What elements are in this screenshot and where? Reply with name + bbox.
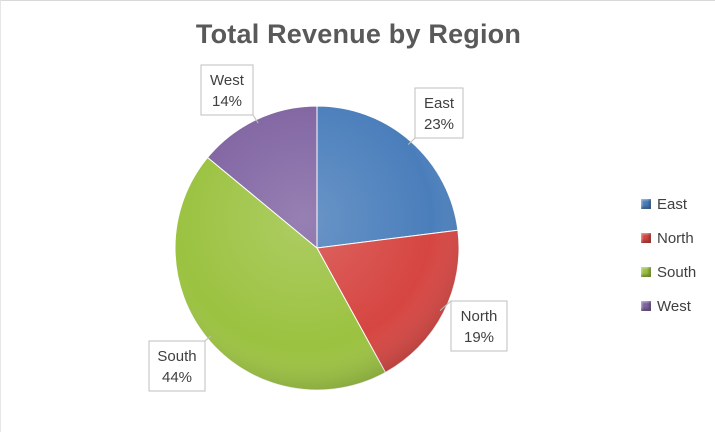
- data-label-value-west: 14%: [212, 93, 242, 110]
- data-label-category-south: South: [157, 348, 196, 365]
- data-label-box-north: [450, 300, 508, 352]
- legend-swatch-south: [641, 267, 651, 277]
- data-label-value-north: 19%: [464, 329, 494, 346]
- legend-label-south: South: [657, 263, 697, 281]
- legend-label-west: West: [657, 297, 691, 315]
- data-label-category-north: North: [461, 308, 498, 325]
- callout-leader-south: [204, 335, 212, 342]
- legend-swatch-west: [641, 301, 651, 311]
- legend-swatch-east: [641, 199, 651, 209]
- callout-leader-east: [407, 137, 416, 145]
- legend-item-north[interactable]: North: [641, 221, 696, 255]
- data-label-category-west: West: [210, 72, 245, 89]
- legend-item-east[interactable]: East: [641, 187, 696, 221]
- data-label-value-east: 23%: [424, 116, 454, 133]
- callout-leader-north: [439, 300, 452, 312]
- legend-label-east: East: [657, 195, 688, 213]
- data-label-category-east: East: [424, 95, 455, 112]
- legend-item-south[interactable]: South: [641, 255, 696, 289]
- data-label-box-south: [148, 340, 206, 392]
- callout-leader-west: [252, 114, 259, 124]
- legend-swatch-north: [641, 233, 651, 243]
- data-label-value-south: 44%: [162, 369, 192, 386]
- data-label-box-east: [414, 87, 464, 139]
- legend: East North South West: [641, 187, 696, 323]
- legend-label-north: North: [657, 229, 694, 247]
- data-label-box-west: [200, 64, 254, 116]
- legend-item-west[interactable]: West: [641, 289, 696, 323]
- chart-title: Total Revenue by Region: [195, 19, 522, 49]
